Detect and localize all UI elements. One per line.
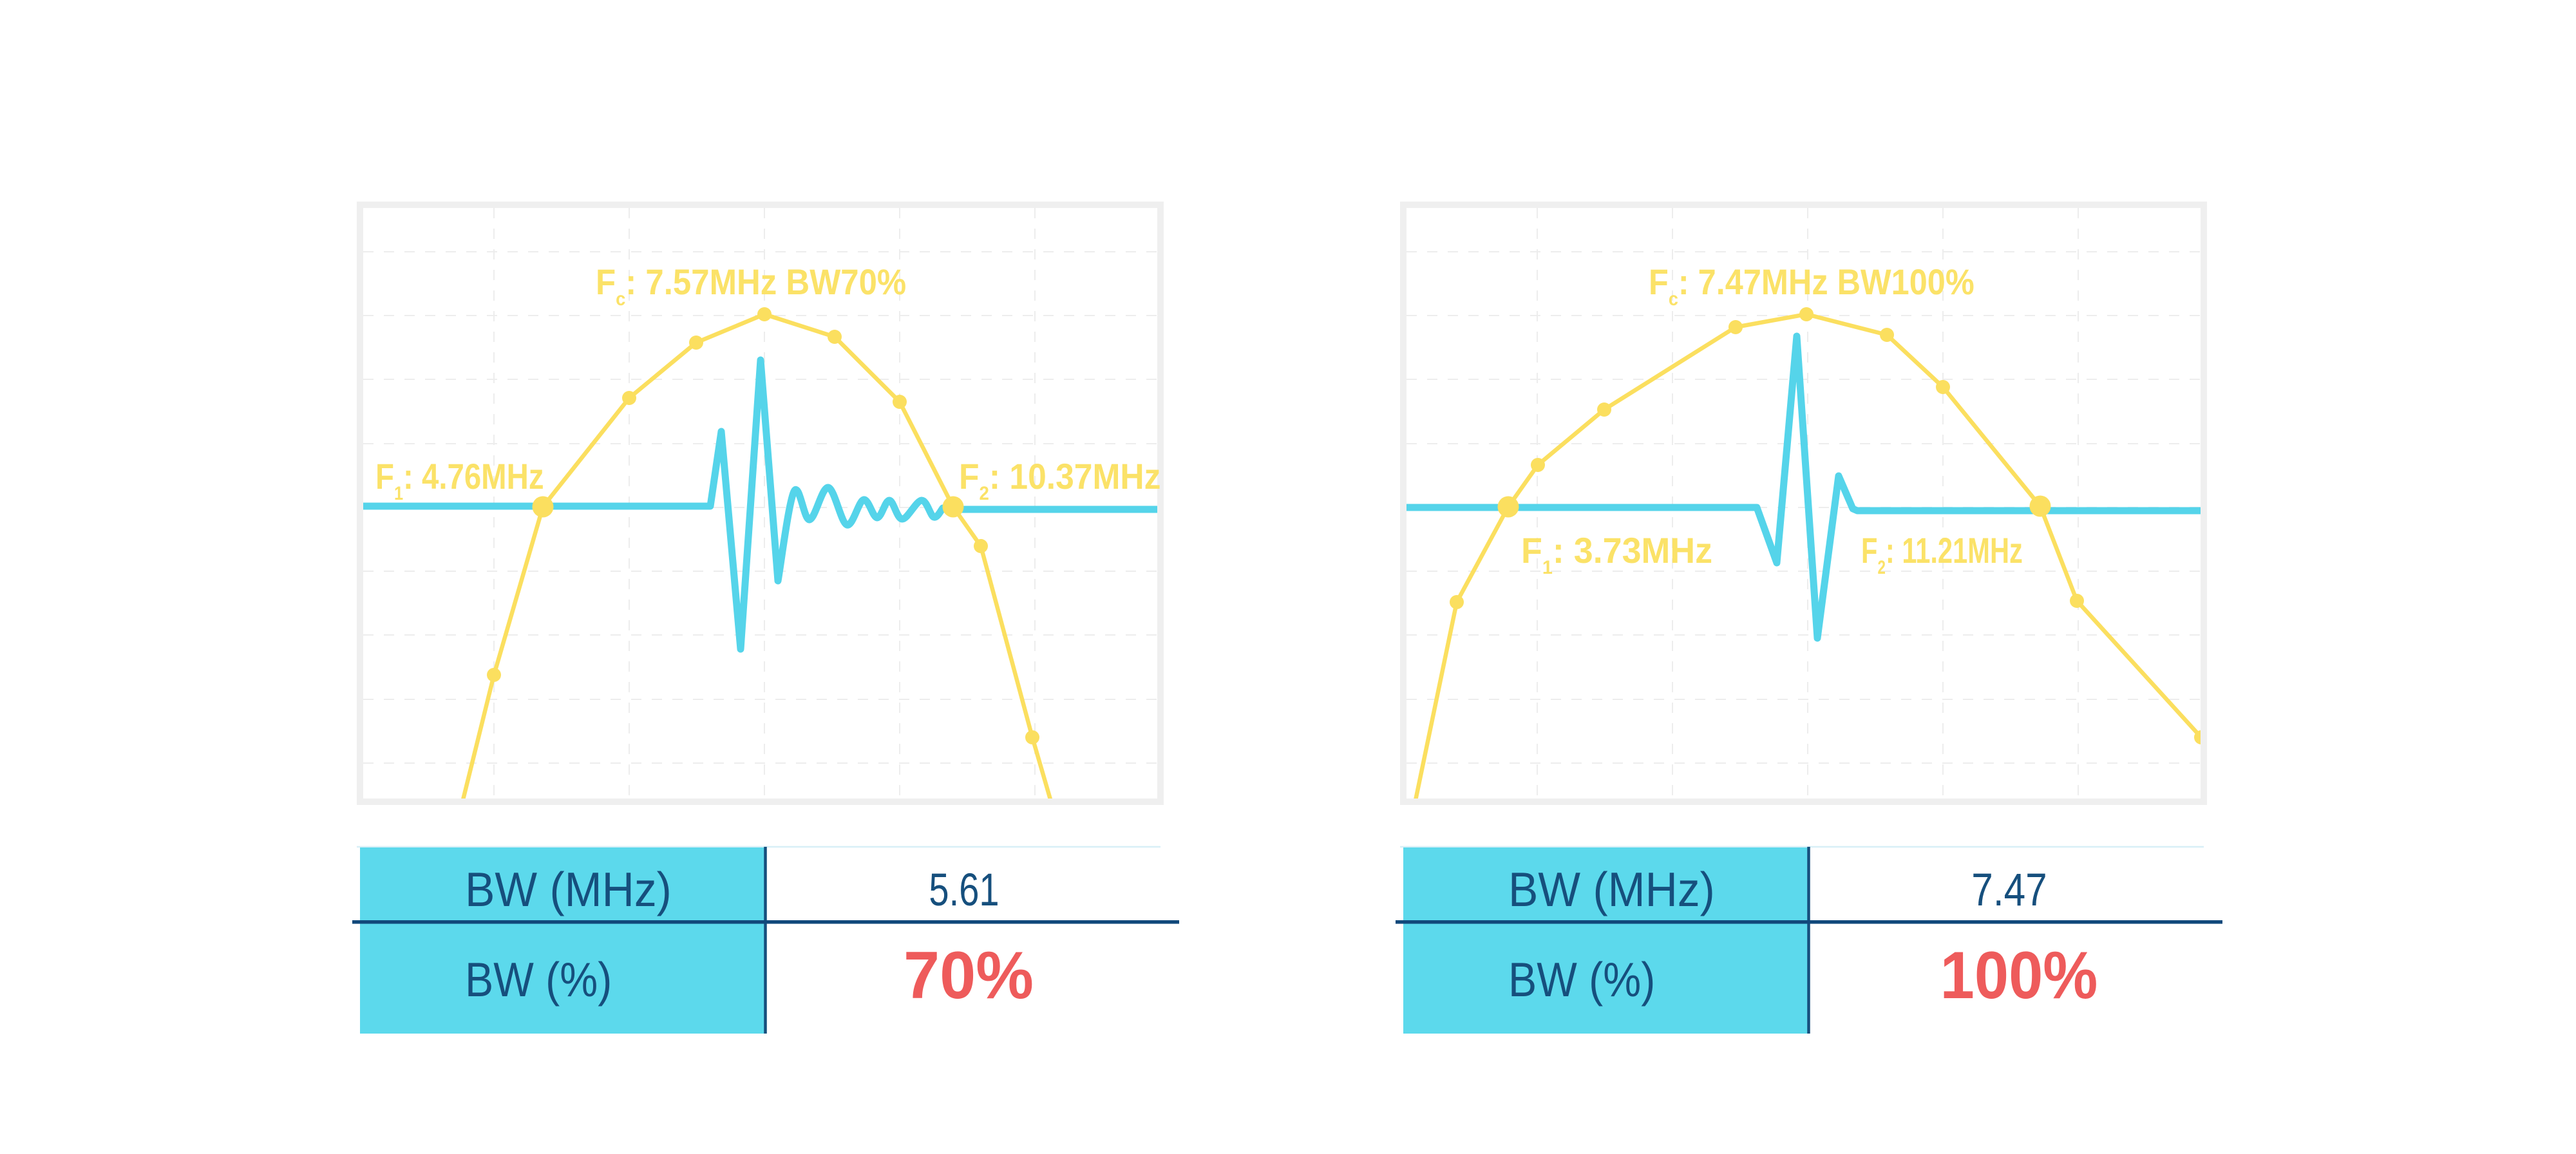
svg-text:Fc: 7.57MHz BW70%: Fc: 7.57MHz BW70% — [596, 263, 906, 310]
svg-text:Fc: 7.47MHz BW100%: Fc: 7.47MHz BW100% — [1649, 263, 1975, 310]
svg-text:BW (MHz): BW (MHz) — [465, 864, 672, 917]
svg-text:F1: 3.73MHz: F1: 3.73MHz — [1521, 530, 1712, 578]
svg-text:F1: 4.76MHz: F1: 4.76MHz — [375, 456, 544, 504]
svg-text:BW (%): BW (%) — [465, 952, 612, 1007]
svg-text:70%: 70% — [904, 938, 1034, 1013]
svg-text:100%: 100% — [1940, 938, 2098, 1013]
svg-text:7.47: 7.47 — [1971, 864, 2047, 915]
svg-text:5.61: 5.61 — [929, 864, 999, 916]
svg-text:F2: 11.21MHz: F2: 11.21MHz — [1861, 531, 2023, 578]
svg-text:BW (MHz): BW (MHz) — [1508, 864, 1715, 917]
svg-text:BW (%): BW (%) — [1508, 952, 1655, 1007]
svg-text:F2: 10.37MHz: F2: 10.37MHz — [959, 457, 1160, 504]
